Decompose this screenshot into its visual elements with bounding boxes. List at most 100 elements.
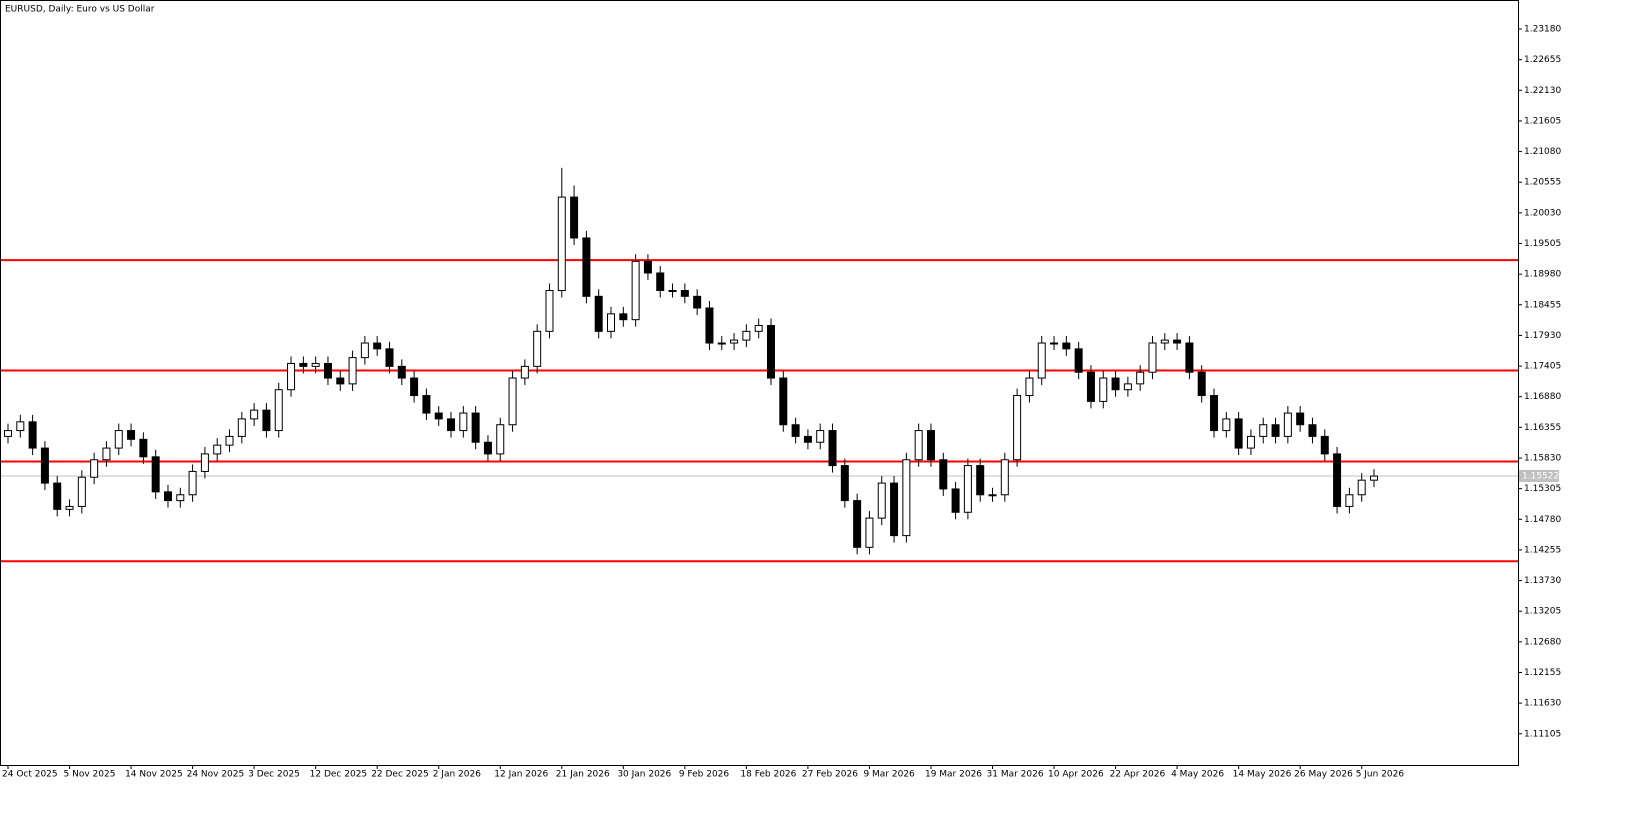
x-tick-label: 9 Feb 2026	[679, 770, 730, 780]
candle-body	[237, 418, 246, 437]
x-tick-label: 12 Dec 2025	[310, 770, 368, 780]
candle-body	[1283, 412, 1292, 437]
candle-body	[680, 289, 689, 297]
x-tick-label: 3 Dec 2025	[248, 770, 300, 780]
candle-body	[607, 313, 616, 332]
candle-body	[853, 500, 862, 548]
candle-body	[1259, 424, 1268, 437]
last-price-box	[1519, 469, 1559, 482]
candle-body	[139, 438, 148, 458]
candle-body	[1357, 479, 1366, 496]
candle-body	[1185, 342, 1194, 373]
candle-body	[250, 409, 259, 420]
candle-body	[311, 362, 320, 367]
candle-body	[163, 491, 172, 502]
y-tick-label: 1.14255	[1524, 545, 1561, 555]
candle-body	[545, 289, 554, 332]
y-tick-label: 1.20030	[1524, 208, 1561, 218]
candle-body	[914, 430, 923, 461]
candle-body	[779, 377, 788, 426]
y-tick-label: 1.22655	[1524, 55, 1561, 65]
candle-body	[447, 418, 456, 432]
candle-body	[840, 465, 849, 502]
candle-body	[53, 482, 62, 510]
candle-body	[1222, 418, 1231, 432]
candle-body	[1074, 348, 1083, 373]
y-tick-label: 1.19505	[1524, 239, 1561, 249]
y-tick-label: 1.13205	[1524, 607, 1561, 617]
candle-body	[422, 395, 431, 414]
x-tick-label: 22 Dec 2025	[371, 770, 429, 780]
candle-body	[360, 342, 369, 359]
candle-body	[274, 389, 283, 432]
candle-body	[434, 412, 443, 420]
y-tick-label: 1.16355	[1524, 423, 1561, 433]
y-tick-label: 1.13730	[1524, 576, 1561, 586]
candle-body	[459, 412, 468, 432]
y-tick-label: 1.18455	[1524, 300, 1561, 310]
candle-body	[348, 357, 357, 385]
candle-body	[803, 435, 812, 443]
x-tick-label: 21 Jan 2026	[556, 770, 610, 780]
candle-body	[1320, 435, 1329, 455]
x-tick-label: 18 Feb 2026	[740, 770, 796, 780]
candle-body	[28, 421, 37, 449]
candle-body	[1025, 377, 1034, 397]
y-tick-label: 1.11630	[1524, 699, 1561, 709]
y-tick-label: 1.18980	[1524, 270, 1561, 280]
candle-body	[570, 196, 579, 239]
candle-body	[693, 295, 702, 309]
candle-body	[1148, 342, 1157, 373]
candle-body	[1099, 377, 1108, 402]
candle-body	[508, 377, 517, 426]
candle-body	[299, 362, 308, 367]
candle-body	[1345, 494, 1354, 507]
candle-body	[594, 295, 603, 332]
candle-body	[1234, 418, 1243, 449]
x-tick-label: 31 Mar 2026	[987, 770, 1044, 780]
candle-body	[828, 430, 837, 467]
x-tick-label: 24 Oct 2025	[2, 770, 58, 780]
candle-body	[188, 470, 197, 496]
candle-body	[213, 444, 222, 455]
plot-frame	[0, 0, 1519, 766]
y-tick-label: 1.17405	[1524, 362, 1561, 372]
y-tick-label: 1.17930	[1524, 331, 1561, 341]
candle-body	[1308, 424, 1317, 437]
x-tick-label: 2 Jan 2026	[433, 770, 481, 780]
candle-body	[262, 409, 271, 432]
candle-body	[619, 313, 628, 321]
candle-body	[1123, 383, 1132, 391]
candle-body	[1271, 424, 1280, 437]
x-tick-label: 24 Nov 2025	[187, 770, 245, 780]
candle-body	[336, 377, 345, 385]
candle-body	[397, 365, 406, 379]
candle-body	[877, 482, 886, 519]
candle-body	[90, 459, 99, 478]
y-tick-label: 1.21080	[1524, 147, 1561, 157]
candle-body	[1000, 459, 1009, 496]
candle-body	[1173, 339, 1182, 344]
candle-body	[287, 362, 296, 391]
x-tick-label: 5 Jun 2026	[1356, 770, 1405, 780]
candle-body	[557, 196, 566, 291]
candle-body	[127, 430, 136, 440]
candle-body	[643, 260, 652, 274]
candle-body	[65, 505, 74, 510]
candle-body	[1136, 371, 1145, 385]
candle-body	[656, 272, 665, 291]
candle-body	[16, 421, 25, 432]
candle-body	[1037, 342, 1046, 379]
y-tick-label: 1.12680	[1524, 637, 1561, 647]
candle-body	[483, 441, 492, 455]
candle-body	[668, 289, 677, 292]
candle-body	[176, 494, 185, 502]
candle-body	[225, 435, 234, 446]
candle-body	[114, 430, 123, 449]
x-tick-label: 5 Nov 2025	[64, 770, 116, 780]
x-tick-label: 12 Jan 2026	[494, 770, 548, 780]
candle-body	[323, 362, 332, 379]
candle-body	[730, 339, 739, 344]
x-tick-label: 4 May 2026	[1171, 770, 1224, 780]
